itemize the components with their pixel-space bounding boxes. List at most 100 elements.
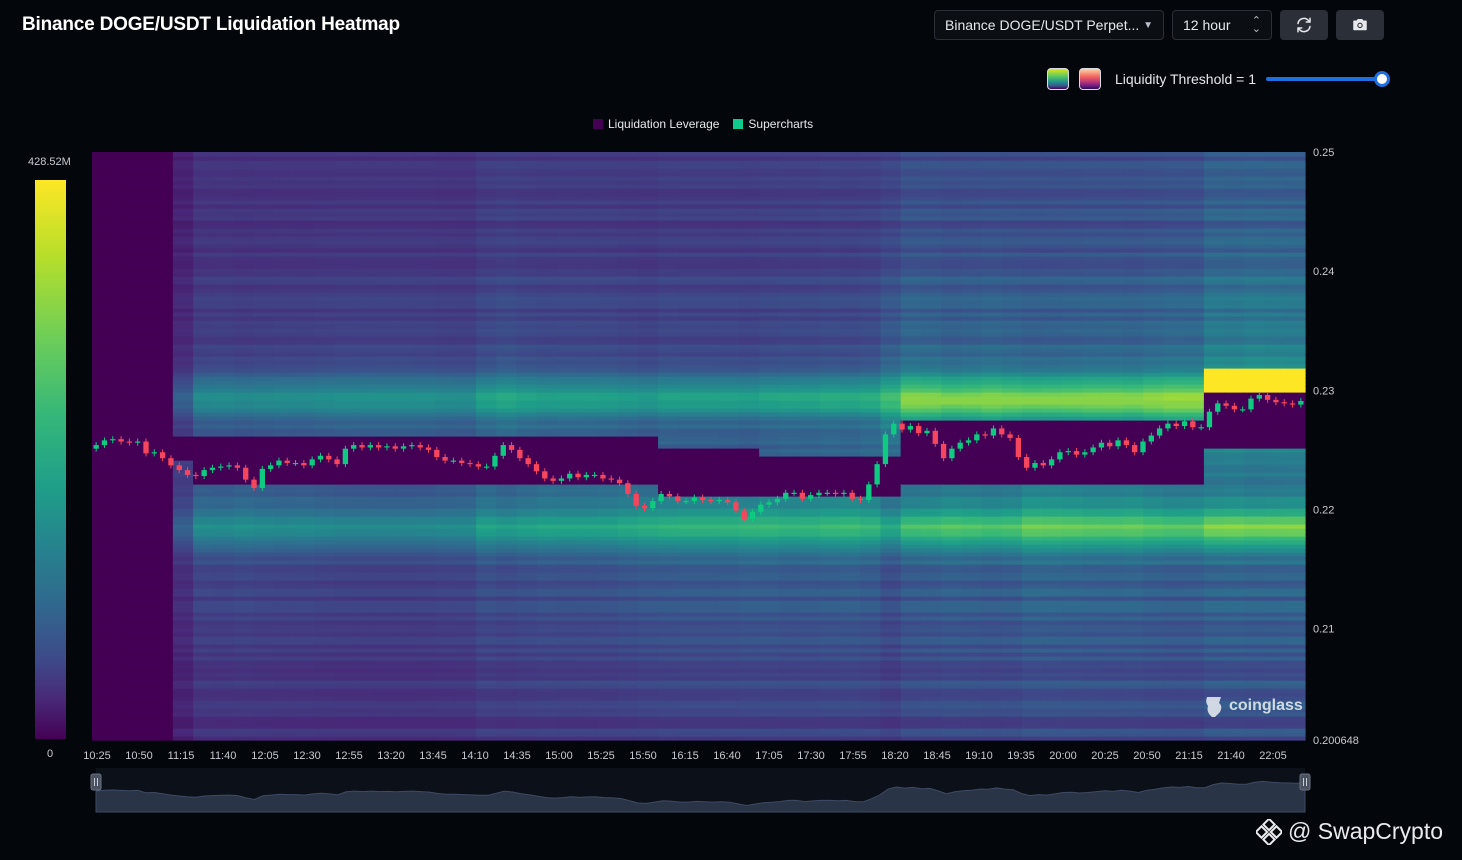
candle[interactable] [110,436,116,444]
candle[interactable] [1198,424,1204,431]
candle[interactable] [558,475,565,484]
candle[interactable] [533,461,540,475]
candle[interactable] [575,470,581,481]
candle[interactable] [849,489,855,502]
candle[interactable] [874,461,880,488]
candle[interactable] [151,449,157,457]
candle[interactable] [691,494,698,505]
legend-item-supercharts[interactable]: Supercharts [733,117,813,131]
candle[interactable] [243,464,249,483]
candle[interactable] [442,454,448,464]
candle[interactable] [400,443,407,452]
candle[interactable] [1057,449,1063,463]
candle[interactable] [616,476,623,487]
candle[interactable] [758,501,764,515]
candle[interactable] [1273,396,1279,406]
candle[interactable] [999,425,1005,438]
candle[interactable] [1140,438,1146,456]
candle[interactable] [783,489,789,502]
candle[interactable] [1032,459,1038,471]
candle[interactable] [417,442,423,451]
candle[interactable] [276,457,282,469]
candle[interactable] [716,496,722,505]
candle[interactable] [1248,395,1254,413]
candle[interactable] [1165,420,1171,432]
candle[interactable] [841,489,847,497]
candle[interactable] [542,468,548,482]
candle[interactable] [891,420,897,438]
candle[interactable] [467,459,473,468]
candle[interactable] [1048,456,1055,469]
candle[interactable] [650,498,656,512]
candle[interactable] [832,489,839,497]
candle[interactable] [683,498,689,505]
candle[interactable] [342,445,349,468]
candle[interactable] [982,431,988,439]
candle[interactable] [226,462,232,470]
candle[interactable] [317,452,324,463]
candle[interactable] [1082,449,1088,458]
candle[interactable] [483,463,490,470]
candle[interactable] [675,493,681,505]
interval-select[interactable]: 12 hour ⌃ ⌄ [1172,10,1272,40]
candle[interactable] [292,459,299,466]
screenshot-button[interactable] [1336,10,1384,40]
candle[interactable] [1181,418,1188,430]
candle[interactable] [1007,431,1013,441]
candle[interactable] [218,463,224,471]
candle[interactable] [259,465,265,491]
candle[interactable] [284,457,290,466]
candle[interactable] [234,462,241,471]
candle[interactable] [367,442,373,451]
slider-thumb[interactable] [1374,71,1390,87]
candle[interactable] [550,475,556,484]
candle[interactable] [267,462,274,472]
magma-palette-button[interactable] [1079,68,1101,90]
candle[interactable] [517,446,523,462]
candle[interactable] [193,471,199,480]
candle[interactable] [459,457,465,466]
candle[interactable] [957,439,963,452]
candle[interactable] [326,452,332,463]
candle[interactable] [808,492,814,502]
candle[interactable] [309,456,315,469]
candle[interactable] [591,471,598,478]
candle[interactable] [159,449,166,462]
candle[interactable] [1040,459,1046,469]
candle[interactable] [209,464,216,474]
candle[interactable] [1073,448,1080,458]
candle[interactable] [774,495,781,506]
symbol-select[interactable]: Binance DOGE/USDT Perpet... ▼ [934,10,1164,40]
candle[interactable] [791,489,797,496]
candle[interactable] [882,431,889,468]
candle[interactable] [143,438,149,457]
candle[interactable] [425,444,432,453]
candle[interactable] [741,507,747,522]
candle[interactable] [567,470,573,482]
candle[interactable] [1206,408,1213,431]
candle[interactable] [301,459,307,469]
candle[interactable] [475,461,481,470]
candle[interactable] [974,431,980,444]
candle[interactable] [1132,442,1138,456]
candle[interactable] [201,467,207,480]
candle[interactable] [1240,406,1246,413]
candle[interactable] [907,423,914,433]
candle[interactable] [724,496,731,506]
candle[interactable] [1173,420,1179,430]
candle[interactable] [1123,437,1130,449]
candle[interactable] [899,420,905,433]
candle[interactable] [409,442,415,450]
candle[interactable] [492,452,498,470]
candle[interactable] [1115,437,1121,450]
candle[interactable] [384,443,390,451]
candle[interactable] [135,438,141,446]
candle[interactable] [700,494,706,503]
candle[interactable] [583,471,589,481]
candle[interactable] [508,442,515,453]
candle[interactable] [799,489,806,502]
refresh-button[interactable] [1280,10,1328,40]
candle[interactable] [600,471,606,482]
candle[interactable] [434,446,440,460]
candle[interactable] [1090,444,1096,456]
